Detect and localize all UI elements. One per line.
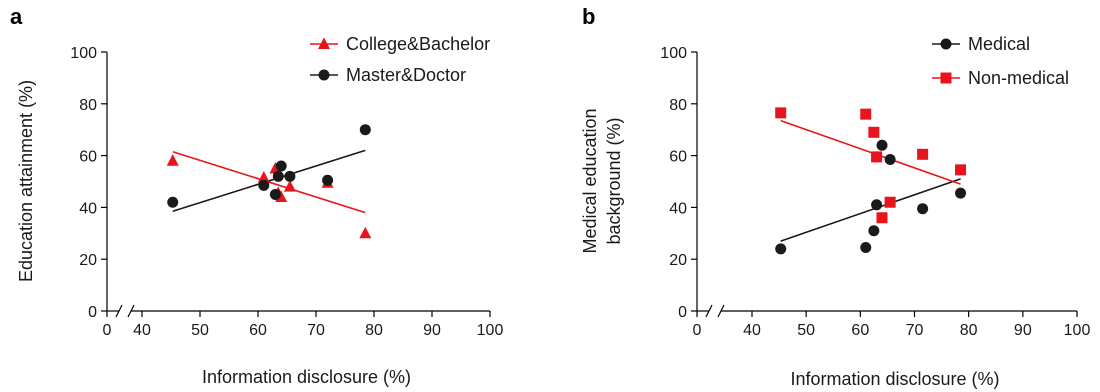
data-point [860,108,872,120]
data-point [884,153,896,165]
data-point [860,242,872,254]
data-point [884,196,896,208]
x-tick-label: 100 [1064,322,1091,339]
y-tick-label: 80 [79,97,97,114]
data-point [167,196,179,208]
data-point [359,226,372,239]
x-tick-label: 0 [693,322,702,339]
legend-label: Master&Doctor [346,65,466,85]
data-point [275,160,287,172]
data-point [917,203,929,215]
y-tick-label: 40 [669,200,687,217]
y-tick-label: 60 [79,149,97,166]
x-tick-label: 40 [133,322,151,339]
data-point [359,124,371,136]
legend-marker [940,38,952,50]
data-point [871,151,883,163]
data-point [876,212,888,224]
axis-break-mark [115,304,123,318]
x-tick-label: 40 [743,322,761,339]
legend-label: Non-medical [968,68,1069,88]
y-tick-label: 80 [669,97,687,114]
data-point [775,243,787,255]
y-tick-label: 100 [660,45,687,62]
x-tick-label: 0 [103,322,112,339]
x-tick-label: 60 [249,322,267,339]
y-axis-title: background (%) [604,117,624,244]
x-tick-label: 50 [797,322,815,339]
data-point [871,199,883,211]
x-tick-label: 80 [365,322,383,339]
data-point [258,179,270,191]
y-tick-label: 40 [79,200,97,217]
fit-line [780,119,961,185]
x-axis-title: Information disclosure (%) [790,369,999,389]
fit-line [780,178,961,242]
data-point [868,225,880,237]
y-tick-label: 60 [669,149,687,166]
x-axis-title: Information disclosure (%) [202,367,411,387]
data-point [955,164,967,176]
y-tick-label: 20 [669,252,687,269]
data-point [284,170,296,182]
y-tick-label: 0 [88,304,97,321]
y-tick-label: 20 [79,252,97,269]
data-point [283,180,296,192]
legend-label: College&Bachelor [346,34,490,54]
x-tick-label: 70 [307,322,325,339]
data-point [269,188,281,200]
data-point [775,107,787,119]
data-point [917,148,929,160]
x-tick-label: 100 [477,322,504,339]
panel-letter: b [582,4,595,29]
axis-break-mark [717,304,725,318]
legend-label: Medical [968,34,1030,54]
x-tick-label: 90 [1014,322,1032,339]
legend-marker [318,69,330,81]
y-axis-title: Education attainment (%) [16,80,36,282]
legend-marker [940,72,952,84]
data-point [272,170,284,182]
axis-break-mark [127,304,135,318]
data-point [868,126,880,138]
x-tick-label: 70 [906,322,924,339]
y-axis-title: Medical education [580,108,600,253]
x-tick-label: 80 [960,322,978,339]
data-point [257,171,270,183]
x-tick-label: 50 [191,322,209,339]
x-tick-label: 60 [851,322,869,339]
legend-marker [318,37,330,49]
y-tick-label: 100 [70,45,97,62]
fit-line [172,149,366,213]
data-point [166,154,179,166]
x-tick-label: 90 [423,322,441,339]
panel-letter: a [10,4,23,29]
axis-break-mark [705,304,713,318]
y-tick-label: 0 [678,304,687,321]
data-point [955,187,967,199]
data-point [322,174,334,186]
data-point [876,139,888,151]
